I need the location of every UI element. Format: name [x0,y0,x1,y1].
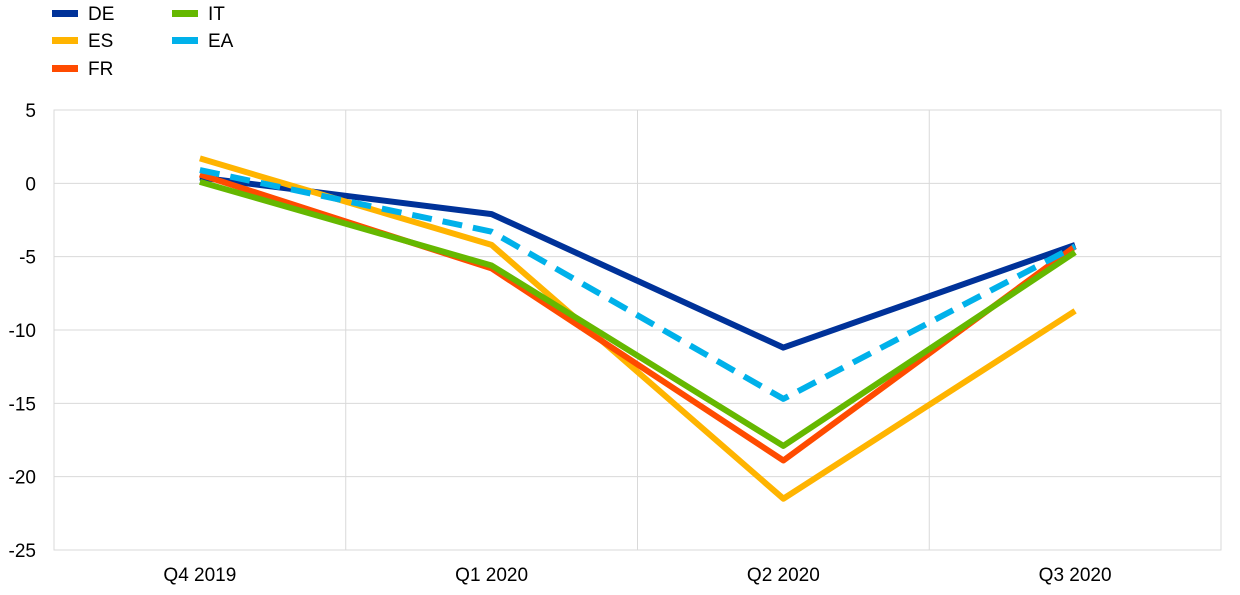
series-line-ea [199,167,1077,402]
y-axis-tick-labels: 5 0 -5 -10 -15 -20 -25 [9,101,36,562]
y-tick-label: 0 [25,174,36,195]
series-line-it [199,179,1077,449]
legend-swatch-fr [52,65,78,72]
y-tick-label: -5 [19,248,36,269]
y-tick-label: -25 [9,541,36,562]
x-tick-label: Q4 2019 [163,565,236,586]
plot-area-frame [53,109,1222,551]
x-tick-label: Q1 2020 [455,565,528,586]
legend: DE ES FR IT EA [52,4,234,80]
x-tick-label: Q2 2020 [747,565,820,586]
y-tick-label: -10 [9,321,36,342]
legend-label-ea: EA [208,31,234,52]
series-line-es [199,155,1077,502]
legend-label-fr: FR [88,59,113,80]
legend-label-de: DE [88,4,114,25]
legend-label-it: IT [208,4,225,25]
y-tick-label: 5 [25,101,36,122]
series-line-de [199,174,1077,351]
legend-swatch-it [172,10,198,17]
y-tick-label: -15 [9,394,36,415]
legend-swatch-ea [172,37,198,44]
y-tick-label: -20 [9,468,36,489]
legend-label-es: ES [88,31,113,52]
x-axis-tick-labels: Q4 2019 Q1 2020 Q2 2020 Q3 2020 [163,565,1111,586]
legend-swatch-de [52,10,78,17]
legend-swatch-es [52,37,78,44]
x-tick-label: Q3 2020 [1039,565,1112,586]
series-lines [198,155,1077,502]
